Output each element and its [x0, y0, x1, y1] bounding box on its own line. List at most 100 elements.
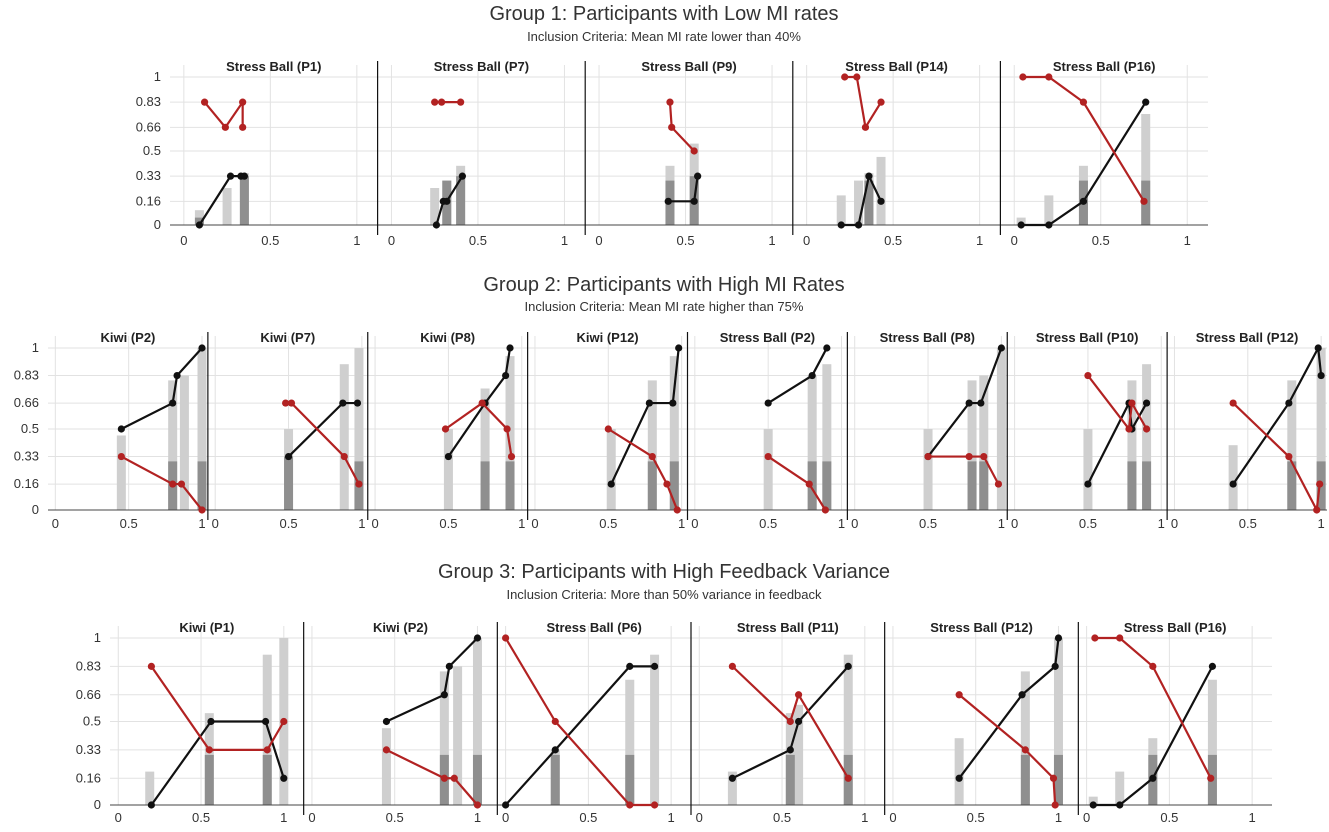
panel-title: Stress Ball (P9) [641, 59, 736, 74]
x-tick-label: 0.5 [677, 233, 695, 248]
bar-light [1115, 771, 1125, 805]
red-series-point [844, 774, 852, 782]
red-series-point [1229, 399, 1237, 407]
black-series-line [958, 637, 1060, 779]
x-tick-label: 0 [180, 233, 187, 248]
red-series-point [980, 452, 988, 461]
y-tick-label: 0.83 [136, 94, 161, 109]
black-series-point [1208, 662, 1217, 670]
bar-dark [480, 461, 490, 510]
red-series-point [169, 480, 177, 488]
x-tick-label: 0.5 [967, 810, 985, 825]
bar-light [807, 375, 817, 510]
x-tick-label: 0 [502, 810, 509, 825]
panel: Stress Ball (P2) 0 0.5 1 [686, 330, 848, 531]
bar-light [430, 188, 440, 225]
x-tick-label: 0 [696, 810, 703, 825]
panel: Kiwi (P2) 0 0.5 1 [48, 330, 208, 531]
red-series-point [280, 717, 288, 726]
red-series-point [507, 452, 516, 461]
red-series-line [607, 428, 679, 511]
red-series-point [965, 452, 973, 461]
black-series-line [447, 347, 512, 458]
y-tick-label: 0.5 [143, 143, 161, 158]
red-series-point [861, 123, 870, 131]
black-series-point [877, 197, 885, 205]
x-tick-label: 0 [691, 516, 698, 531]
black-series-line [610, 347, 680, 485]
bar-light [954, 738, 964, 805]
bar-light [794, 704, 804, 805]
x-tick-label: 0.5 [759, 516, 777, 531]
bar-light [381, 728, 391, 805]
x-tick-label: 0.5 [1079, 516, 1097, 531]
y-tick-label: 0 [154, 217, 161, 232]
bar-dark [262, 754, 272, 805]
red-series-point [263, 746, 271, 754]
x-tick-label: 1 [1055, 810, 1062, 825]
red-series-point [805, 480, 813, 488]
bar-light [727, 771, 737, 805]
black-series-point [1054, 634, 1063, 642]
black-series-line [150, 720, 285, 806]
black-series-point [794, 717, 803, 726]
panel-title: Stress Ball (P14) [845, 59, 948, 74]
bar-dark [967, 461, 977, 510]
black-series-point [690, 197, 698, 205]
bar-light [1207, 679, 1217, 805]
x-tick-label: 1 [668, 810, 675, 825]
red-series-point [340, 452, 348, 461]
black-series-point [284, 452, 293, 461]
x-tick-label: 1 [998, 516, 1005, 531]
bar-light [996, 348, 1006, 510]
x-tick-label: 0.5 [919, 516, 937, 531]
y-tick-label: 0.16 [136, 193, 161, 208]
bar-light [979, 375, 989, 510]
red-series-line [767, 455, 827, 511]
x-tick-label: 0 [388, 233, 395, 248]
red-series-line [958, 693, 1057, 806]
bar-dark [1287, 461, 1297, 510]
red-series-point [221, 123, 229, 131]
bar-light [967, 380, 977, 510]
panel-title: Kiwi (P2) [373, 620, 428, 635]
x-tick-label: 0.5 [579, 810, 597, 825]
red-series-point [794, 691, 803, 699]
black-series-point [977, 399, 985, 407]
bar-light [650, 654, 660, 805]
bar-light [453, 666, 463, 805]
x-tick-label: 0.5 [1160, 810, 1178, 825]
black-series-point [443, 197, 451, 205]
bar-light [339, 364, 349, 510]
bar-light [606, 429, 616, 510]
red-series-point [648, 452, 656, 461]
red-series-point [1207, 774, 1215, 782]
red-series-point [841, 73, 849, 81]
bar-light [1088, 796, 1098, 805]
black-series-line [927, 347, 1003, 458]
group-title: Group 3: Participants with High Feedback… [438, 561, 890, 583]
bar-light [197, 348, 207, 510]
y-tick-label: 1 [32, 340, 39, 355]
red-series-point [551, 717, 559, 726]
black-series-point [669, 399, 677, 407]
red-series-point [994, 480, 1003, 488]
panel-title: Stress Ball (P11) [737, 620, 839, 635]
red-series-line [928, 455, 1000, 485]
panel-title: Stress Ball (P7) [434, 59, 529, 74]
bar-light [836, 195, 846, 225]
x-tick-label: 0 [212, 516, 219, 531]
red-series-point [440, 774, 448, 782]
bar-light [647, 380, 657, 510]
y-tick-label: 0.5 [21, 421, 39, 436]
bar-light [472, 638, 482, 805]
black-series-line [504, 665, 655, 806]
x-tick-label: 1 [358, 516, 365, 531]
bar-dark [625, 754, 635, 805]
x-tick-label: 0.5 [261, 233, 279, 248]
bar-dark [284, 456, 294, 510]
black-series-point [1149, 774, 1157, 782]
panel: Stress Ball (P14) 0 0.5 1 [792, 59, 1001, 248]
x-tick-label: 1 [976, 233, 983, 248]
x-tick-label: 1 [678, 516, 685, 531]
